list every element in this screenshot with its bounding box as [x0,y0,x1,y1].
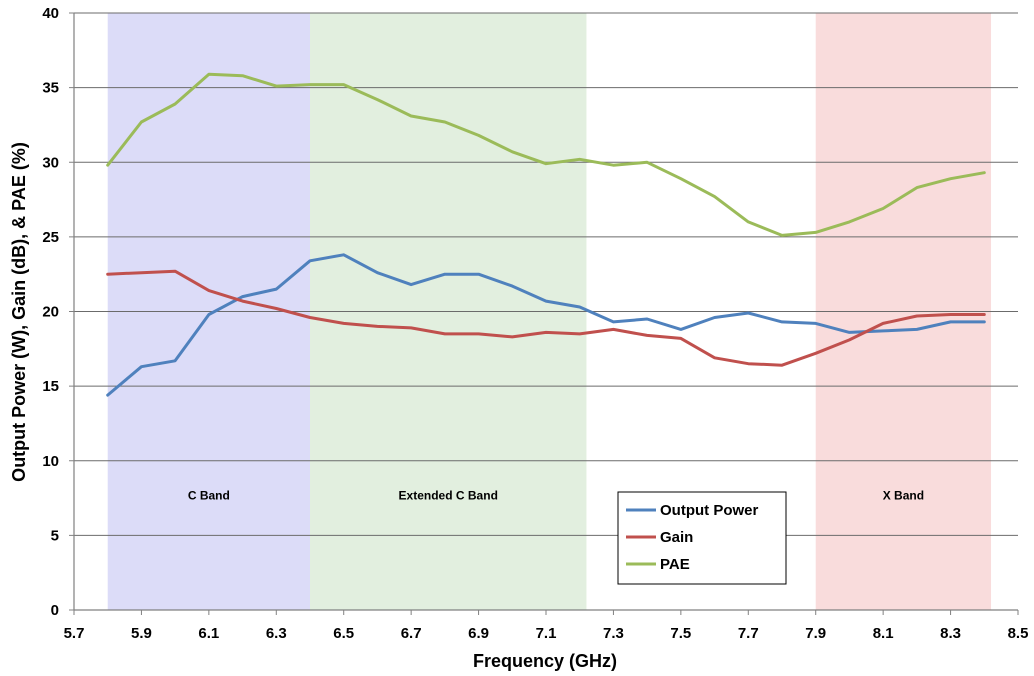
y-tick-label-8: 40 [42,5,59,22]
legend-label-0: Output Power [660,502,758,519]
x-axis-title: Frequency (GHz) [473,651,617,671]
x-tick-label-0: 5.7 [64,625,85,642]
y-tick-label-5: 25 [42,229,59,246]
series-line-1 [106,269,986,367]
y-tick-label-1: 5 [51,527,59,544]
band-label-0: C Band [188,489,230,503]
x-tick-label-3: 6.3 [266,625,287,642]
x-tick-label-10: 7.7 [738,625,759,642]
band-label-2: X Band [883,489,924,503]
x-tick-label-1: 5.9 [131,625,152,642]
legend-label-1: Gain [660,529,693,546]
series-line-2 [106,72,986,237]
y-tick-label-7: 35 [42,80,59,97]
x-tick-label-5: 6.7 [401,625,422,642]
legend: Output Power Gain PAE [617,491,787,585]
series-line-0 [106,253,986,397]
x-tick-label-14: 8.5 [1008,625,1029,642]
y-tick-label-2: 10 [42,453,59,470]
x-tick-label-13: 8.3 [940,625,961,642]
y-tick-label-3: 15 [42,378,59,395]
band-labels: C Band Extended C Band X Band [188,489,924,503]
x-tick-label-9: 7.5 [670,625,691,642]
x-tick-label-4: 6.5 [333,625,354,642]
axes [69,12,1019,615]
legend-label-2: PAE [660,556,690,573]
y-tick-label-4: 20 [42,304,59,321]
x-tick-label-12: 8.1 [873,625,894,642]
x-tick-label-2: 6.1 [198,625,219,642]
y-tick-label-0: 0 [51,602,59,619]
y-axis-title: Output Power (W), Gain (dB), & PAE (%) [9,142,29,482]
x-tick-label-8: 7.3 [603,625,624,642]
x-tick-label-6: 6.9 [468,625,489,642]
series-lines [106,72,986,397]
x-tick-label-7: 7.1 [536,625,557,642]
y-tick-label-6: 30 [42,154,59,171]
x-tick-labels: 5.7 5.9 6.1 6.3 6.5 6.7 6.9 7.1 7.3 7.5 7.7 7.9 8.1 8… [64,625,1029,642]
y-tick-labels: 0 5 10 15 20 25 30 35 40 [42,5,59,619]
x-tick-label-11: 7.9 [805,625,826,642]
band-label-1: Extended C Band [399,489,498,503]
gridlines [74,12,1018,536]
